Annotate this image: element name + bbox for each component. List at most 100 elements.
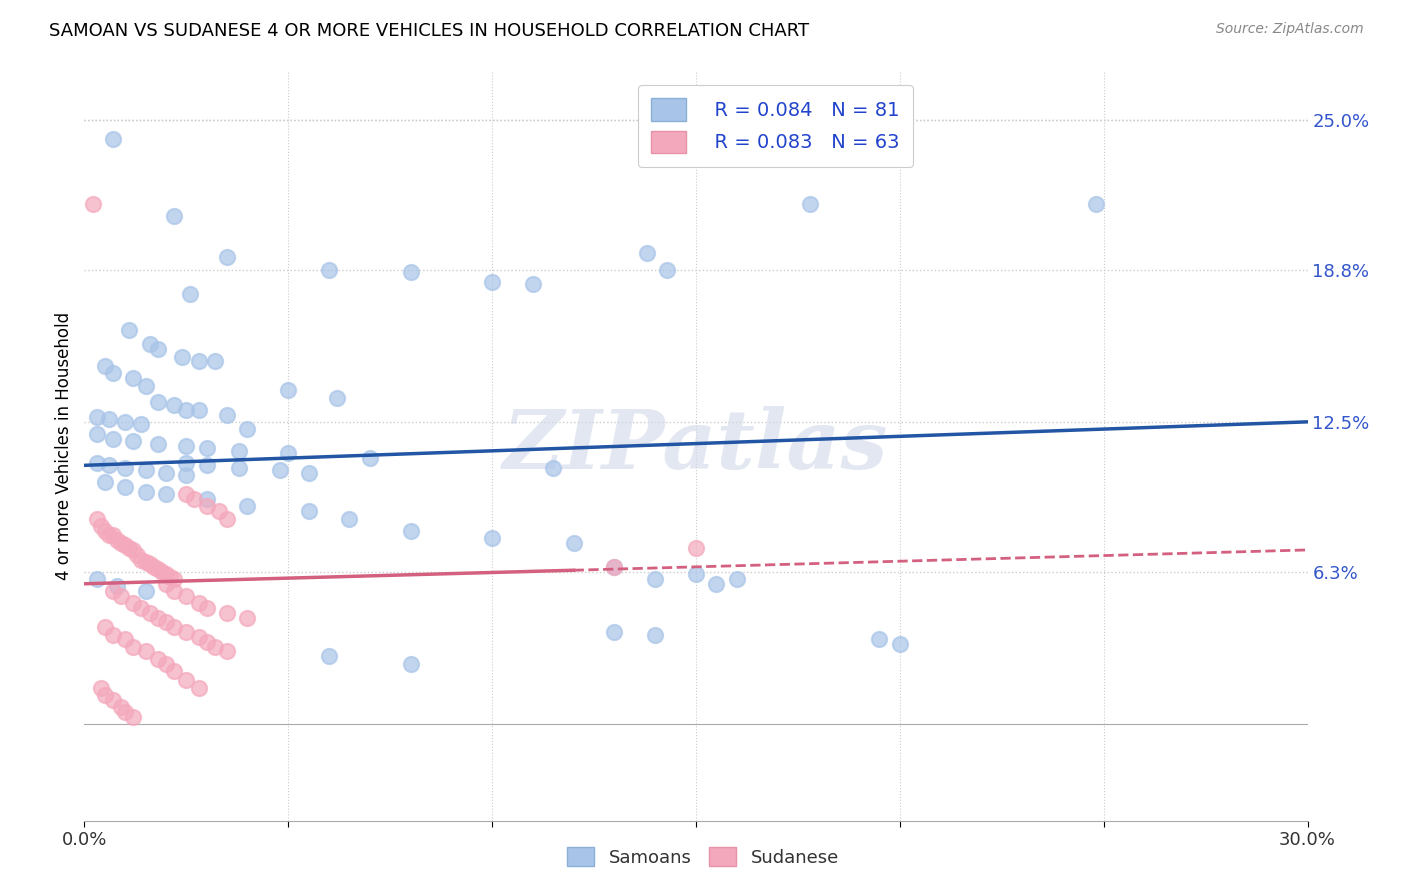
Point [163,572,186,586]
Point [706,576,728,591]
Point [636,245,658,260]
Point [318,262,340,277]
Point [114,480,136,494]
Point [122,640,145,654]
Point [187,596,209,610]
Point [1084,197,1107,211]
Point [603,559,626,574]
Point [644,627,666,641]
Point [603,559,626,574]
Point [93,359,115,374]
Point [135,584,157,599]
Point [217,408,239,422]
Point [318,649,340,664]
Point [122,434,145,449]
Text: Source: ZipAtlas.com: Source: ZipAtlas.com [1216,22,1364,37]
Point [97,458,120,473]
Point [603,625,626,640]
Point [142,559,165,574]
Point [101,432,124,446]
Point [93,475,115,490]
Point [889,637,911,651]
Point [135,555,157,569]
Point [93,524,115,538]
Point [155,576,177,591]
Point [105,579,128,593]
Point [174,402,197,417]
Point [217,606,239,620]
Point [195,442,218,456]
Point [174,673,197,688]
Point [101,528,124,542]
Point [183,492,205,507]
Point [685,541,707,555]
Point [236,500,259,514]
Point [163,664,186,678]
Point [163,620,186,634]
Point [179,286,201,301]
Point [114,460,136,475]
Point [146,651,169,665]
Point [174,487,197,501]
Point [174,468,197,483]
Point [236,610,259,624]
Text: ZIPatlas: ZIPatlas [503,406,889,486]
Point [174,589,197,603]
Point [217,251,239,265]
Point [82,197,104,211]
Point [155,615,177,630]
Point [138,337,160,351]
Point [174,456,197,470]
Point [187,681,209,695]
Point [562,535,585,549]
Point [122,709,145,723]
Point [93,620,115,634]
Point [86,511,108,525]
Point [135,378,157,392]
Point [195,492,218,507]
Point [174,439,197,453]
Point [146,395,169,409]
Point [204,640,226,654]
Point [163,210,186,224]
Point [204,354,226,368]
Point [236,422,259,436]
Point [86,409,108,424]
Point [146,610,169,624]
Point [93,688,115,702]
Point [187,630,209,644]
Text: SAMOAN VS SUDANESE 4 OR MORE VEHICLES IN HOUSEHOLD CORRELATION CHART: SAMOAN VS SUDANESE 4 OR MORE VEHICLES IN… [49,22,810,40]
Point [326,391,349,405]
Point [685,567,707,582]
Point [159,569,181,583]
Point [298,504,321,518]
Point [101,693,124,707]
Point [131,417,153,432]
Point [195,634,218,648]
Y-axis label: 4 or more Vehicles in Household: 4 or more Vehicles in Household [55,312,73,580]
Point [298,466,321,480]
Legend: Samoans, Sudanese: Samoans, Sudanese [560,840,846,874]
Point [208,504,231,518]
Point [277,384,299,398]
Point [122,371,145,385]
Point [101,132,124,146]
Point [135,644,157,658]
Legend:   R = 0.084   N = 81,   R = 0.083   N = 63: R = 0.084 N = 81, R = 0.083 N = 63 [638,85,912,167]
Point [131,552,153,566]
Point [187,402,209,417]
Point [114,415,136,429]
Point [217,644,239,658]
Point [146,562,169,576]
Point [110,589,132,603]
Point [644,572,666,586]
Point [101,367,124,381]
Point [228,443,250,458]
Point [131,601,153,615]
Point [127,548,149,562]
Point [114,632,136,647]
Point [110,535,132,549]
Point [86,572,108,586]
Point [110,700,132,714]
Point [155,567,177,582]
